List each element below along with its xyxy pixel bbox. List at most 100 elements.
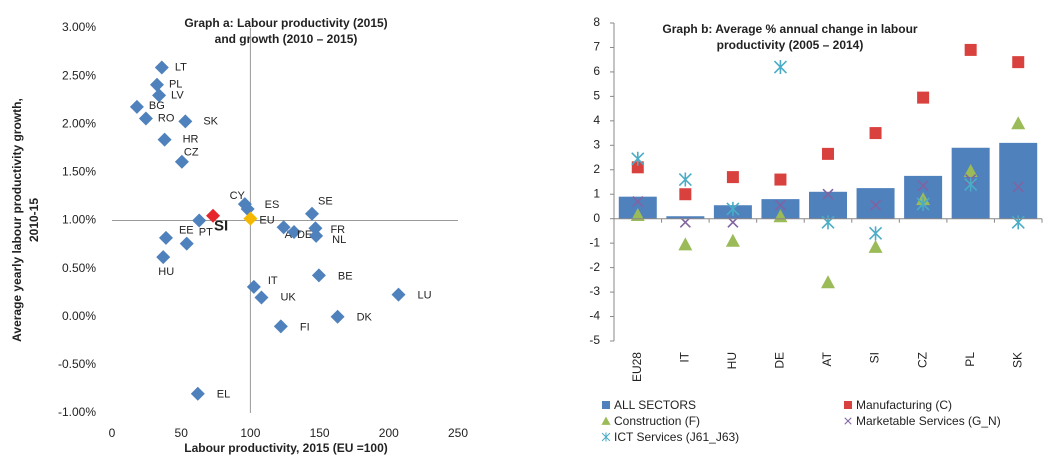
point xyxy=(630,208,645,222)
legend-marker xyxy=(844,401,852,409)
y-tick-label: -0.50% xyxy=(58,357,96,371)
point xyxy=(254,290,269,305)
point-label: IT xyxy=(268,275,278,287)
legend-label: Marketable Services (G_N) xyxy=(856,414,1001,428)
point xyxy=(822,188,834,200)
graph-b: Graph b: Average % annual change in labo… xyxy=(662,22,917,52)
x-tick-label: 0 xyxy=(109,426,116,440)
point xyxy=(822,147,834,160)
point xyxy=(631,151,645,166)
point xyxy=(963,163,978,177)
point xyxy=(868,239,883,253)
x-tick-label: IT xyxy=(678,351,692,362)
point xyxy=(1011,215,1025,230)
point-label: SE xyxy=(318,196,333,208)
x-tick-label: CZ xyxy=(915,352,929,368)
y-tick-label: 0.50% xyxy=(62,261,96,275)
bar xyxy=(666,216,705,219)
point xyxy=(129,99,144,114)
y-tick-label: -3 xyxy=(589,284,600,298)
point xyxy=(149,77,164,92)
y-tick-label: 1.00% xyxy=(62,213,96,227)
point xyxy=(631,161,644,174)
x-tick-label: 200 xyxy=(379,426,399,440)
x-tick-label: HU xyxy=(725,352,739,369)
point xyxy=(138,111,153,126)
point xyxy=(311,268,326,283)
legend-marker xyxy=(602,401,610,409)
point xyxy=(192,213,207,228)
point-label: UK xyxy=(280,291,296,303)
y-tick-label: 2.00% xyxy=(62,116,96,130)
point xyxy=(152,88,167,103)
x-tick-label: PL xyxy=(963,352,977,367)
point xyxy=(726,171,739,184)
y-tick-label: 7 xyxy=(593,40,600,54)
point-label: FI xyxy=(300,321,310,333)
point-label: DE xyxy=(297,229,312,241)
bar xyxy=(999,142,1038,219)
point xyxy=(869,199,882,211)
legend-marker xyxy=(601,416,611,425)
y-tick-label: 3.00% xyxy=(62,20,96,34)
chart-title: Graph b: Average % annual change in labo… xyxy=(662,22,917,36)
legend-marker xyxy=(844,417,852,425)
point xyxy=(678,237,693,251)
legend-label: ALL SECTORS xyxy=(614,398,696,412)
bar xyxy=(618,196,657,219)
point xyxy=(243,211,258,226)
point-label: SI xyxy=(214,218,228,235)
point xyxy=(286,225,301,240)
y-tick-label: -1 xyxy=(589,235,600,249)
point xyxy=(273,319,288,334)
legend-marker xyxy=(601,432,611,442)
y-tick-label: 1 xyxy=(593,186,600,200)
y-tick-label: 1.50% xyxy=(62,165,96,179)
point-label: NL xyxy=(332,234,346,246)
point xyxy=(632,196,644,208)
point xyxy=(726,201,740,216)
point-label: EL xyxy=(217,389,230,401)
chart-title: Graph a: Labour productivity (2015) xyxy=(184,16,387,30)
x-tick-label: EU28 xyxy=(630,352,644,382)
point xyxy=(246,279,261,294)
point xyxy=(174,154,189,169)
point xyxy=(178,114,193,129)
y-tick-label: 2.50% xyxy=(62,68,96,82)
bar xyxy=(761,199,800,219)
point-label: CZ xyxy=(184,147,199,159)
point xyxy=(179,236,194,251)
legend-label: Construction (F) xyxy=(614,414,700,428)
point xyxy=(391,287,406,302)
y-tick-label: 3 xyxy=(593,137,600,151)
y-tick-label: 8 xyxy=(593,15,600,29)
point-label: PT xyxy=(199,227,213,239)
point-label: PL xyxy=(169,79,182,91)
point-label: EU xyxy=(259,214,274,226)
point xyxy=(869,127,882,140)
y-tick-label: 6 xyxy=(593,64,600,78)
x-axis-label: Labour productivity, 2015 (EU =100) xyxy=(184,441,388,455)
bar xyxy=(809,191,847,219)
x-tick-label: 250 xyxy=(448,426,468,440)
x-tick-label: 50 xyxy=(175,426,189,440)
x-tick-label: DE xyxy=(773,352,787,369)
y-tick-label: 0 xyxy=(593,211,600,225)
point-label: HU xyxy=(158,266,174,278)
chart-title: and growth (2010 – 2015) xyxy=(215,32,358,46)
x-tick-label: SK xyxy=(1010,352,1024,368)
y-axis-label: 2010-15 xyxy=(27,198,41,242)
point-label: ES xyxy=(265,199,280,211)
x-tick-label: 100 xyxy=(240,426,260,440)
point xyxy=(330,309,345,324)
point xyxy=(917,180,929,192)
point xyxy=(157,132,172,147)
point-label: LV xyxy=(171,89,184,101)
y-tick-label: -4 xyxy=(589,309,600,323)
point-label: FR xyxy=(330,224,345,236)
point-label: CY xyxy=(230,190,246,202)
y-tick-label: -1.00% xyxy=(58,405,96,419)
point xyxy=(964,43,977,56)
point xyxy=(276,220,291,235)
bar xyxy=(856,188,895,219)
